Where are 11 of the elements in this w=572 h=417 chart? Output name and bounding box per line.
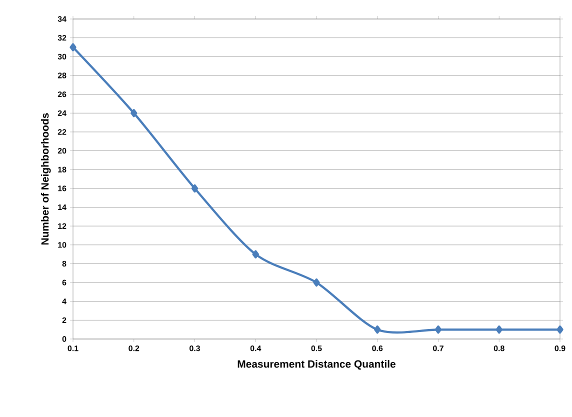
point <box>313 278 320 287</box>
point <box>191 184 198 193</box>
point <box>130 109 138 118</box>
point <box>496 325 502 334</box>
y-axis-title: Number of Neighborhoods <box>40 113 51 245</box>
point <box>434 325 442 334</box>
point <box>70 43 76 52</box>
point <box>252 250 259 258</box>
x-axis-title: Measurement Distance Quantile <box>238 360 396 370</box>
point <box>374 325 381 334</box>
point <box>556 325 564 334</box>
